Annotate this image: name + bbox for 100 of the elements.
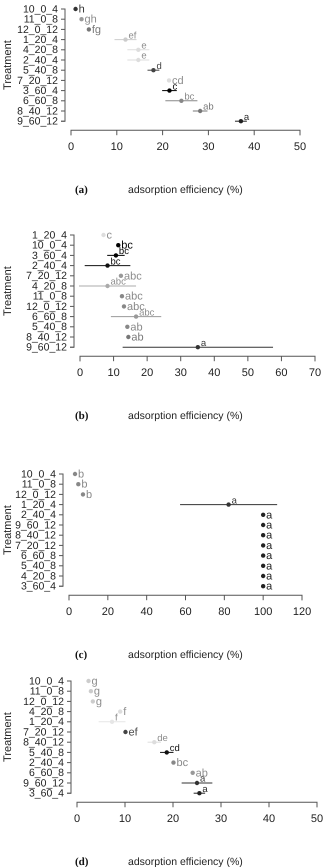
point <box>122 304 126 309</box>
point <box>260 574 266 578</box>
point <box>105 263 110 268</box>
x-tick-label: 120 <box>292 606 312 618</box>
data-label: a <box>202 784 208 795</box>
data-label: abc <box>124 290 144 303</box>
y-tick-label: 3_60_4 <box>20 580 56 593</box>
y-tick-label: 9_60_12 <box>15 519 56 532</box>
point <box>166 78 172 83</box>
point <box>171 760 176 765</box>
y-tick-label: 8_40_12 <box>23 736 64 749</box>
point <box>105 284 110 288</box>
point <box>123 730 128 734</box>
x-tick-label: 20 <box>166 813 180 826</box>
x-tick-label: 40 <box>140 606 153 618</box>
point <box>151 68 156 72</box>
x-tick-label: 0 <box>66 606 72 618</box>
data-label: e <box>141 40 147 52</box>
data-label: bc <box>184 92 195 102</box>
x-tick-label: 10 <box>107 367 120 380</box>
y-tick-label: 2_40_4 <box>22 54 58 66</box>
y-tick-label: 10_0_4 <box>22 3 58 16</box>
data-label: bc <box>176 757 189 770</box>
y-axis-title: Treatment <box>2 266 14 316</box>
data-label: g <box>96 696 102 708</box>
data-label: a <box>266 520 274 532</box>
data-label: a <box>232 495 238 506</box>
y-tick-label: 6_60_8 <box>20 550 56 562</box>
point <box>136 48 141 52</box>
x-tick-label: 30 <box>174 367 187 380</box>
y-tick-label: 9_60_12 <box>17 116 58 128</box>
point <box>101 232 106 238</box>
y-tick-label: 7_20_12 <box>26 270 68 282</box>
point <box>164 750 169 755</box>
y-tick-label: 5_40_8 <box>20 560 56 572</box>
data-label: a <box>266 540 274 552</box>
y-tick-label: 10_0_4 <box>28 675 64 688</box>
y-tick-label: 2_40_4 <box>28 756 64 769</box>
point <box>88 689 94 694</box>
point <box>260 564 266 568</box>
data-label: c <box>106 230 112 242</box>
x-tick-label: 20 <box>141 367 154 380</box>
point <box>167 88 172 93</box>
point <box>72 472 78 476</box>
y-tick-label: 4_20_8 <box>20 570 56 582</box>
y-tick-label: 9_60_12 <box>26 342 68 354</box>
point <box>226 502 231 507</box>
x-tick-label: 20 <box>102 606 114 618</box>
y-tick-label: 11_0_8 <box>22 478 56 491</box>
data-label: de <box>157 732 168 744</box>
point <box>179 98 184 103</box>
x-tick-label: 10 <box>110 141 123 154</box>
y-tick-label: 1_20_4 <box>20 498 56 511</box>
point <box>260 533 266 538</box>
x-tick-label: 30 <box>202 141 215 154</box>
x-tick-label: 80 <box>218 606 230 618</box>
data-label: g <box>92 676 98 688</box>
y-tick-label: 1_20_4 <box>22 34 58 46</box>
point <box>198 108 202 114</box>
x-tick-label: 0 <box>68 141 74 154</box>
x-axis-title: adsorption efficiency (%) <box>128 856 243 867</box>
y-tick-label: 3_60_4 <box>32 250 68 262</box>
y-tick-label: 11_0_8 <box>30 686 64 698</box>
text: (a) <box>75 184 88 196</box>
y-tick-label: 12_0_12 <box>15 488 56 501</box>
point <box>125 324 130 329</box>
y-tick-label: 7_20_12 <box>15 540 56 552</box>
y-tick-label: 10_0_4 <box>20 468 56 480</box>
y-tick-label: 11_0_8 <box>24 14 58 26</box>
point <box>260 584 266 588</box>
point <box>136 58 141 62</box>
data-label: bc <box>110 256 121 268</box>
point <box>260 512 266 517</box>
data-label: f <box>115 712 118 724</box>
point <box>79 17 84 22</box>
x-tick-label: 60 <box>179 606 192 618</box>
y-tick-label: 4_20_8 <box>32 280 68 292</box>
data-label: a <box>244 112 250 123</box>
data-label: ab <box>203 102 214 113</box>
point <box>260 553 266 558</box>
x-tick-label: 0 <box>74 813 80 826</box>
y-tick-label: 12_0_12 <box>26 300 68 313</box>
data-label: b <box>81 478 88 491</box>
data-label: abc <box>124 270 142 282</box>
x-axis-title: adsorption efficiency (%) <box>128 410 243 422</box>
x-axis-title: adsorption efficiency (%) <box>128 649 243 662</box>
data-label: cd <box>170 743 180 754</box>
x-tick-label: 100 <box>254 606 272 618</box>
point <box>110 720 114 724</box>
data-label: a <box>266 550 274 562</box>
point <box>86 27 92 32</box>
y-tick-label: 2_40_4 <box>32 260 68 272</box>
data-label: a <box>266 530 274 542</box>
data-label: abc <box>139 307 155 318</box>
x-tick-label: 60 <box>275 367 288 380</box>
x-tick-label: 40 <box>248 141 260 154</box>
y-tick-label: 4_20_8 <box>28 706 64 718</box>
x-tick-label: 0 <box>76 367 84 380</box>
point <box>152 740 156 744</box>
data-label: a <box>266 560 274 572</box>
